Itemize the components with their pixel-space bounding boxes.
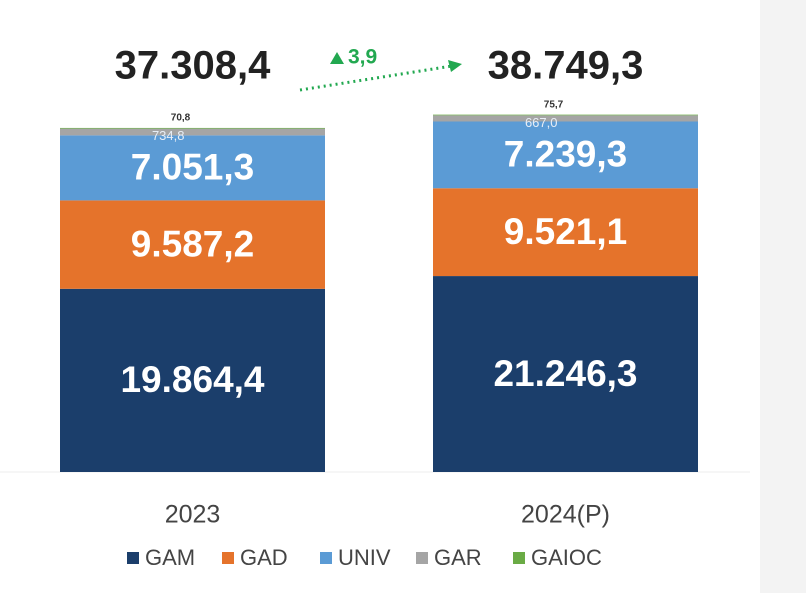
total-label: 38.749,3	[488, 44, 644, 88]
legend-swatch	[416, 552, 428, 564]
growth-arrow-head	[448, 60, 462, 72]
legend-label: GAR	[434, 545, 482, 570]
bar-segment	[60, 128, 325, 136]
value-label: 734,8	[152, 128, 185, 143]
legend-swatch	[127, 552, 139, 564]
bar-segment	[60, 288, 325, 472]
value-label: 75,7	[544, 99, 564, 110]
legend-swatch	[513, 552, 525, 564]
bar-segment	[60, 127, 325, 129]
bar-segment	[433, 121, 698, 189]
bar-segment	[433, 276, 698, 472]
value-label: 9.521,1	[504, 211, 627, 252]
value-label: 21.246,3	[493, 353, 637, 394]
bar-segment	[433, 188, 698, 277]
growth-arrow	[299, 64, 453, 92]
x-tick-label: 2024(P)	[521, 501, 610, 529]
value-label: 70,8	[171, 113, 191, 124]
growth-triangle	[330, 52, 344, 64]
legend-swatch	[222, 552, 234, 564]
side-panel	[760, 0, 806, 593]
value-label: 9.587,2	[131, 223, 254, 264]
bar-segment	[433, 115, 698, 122]
value-label: 7.239,3	[504, 134, 627, 175]
value-label: 7.051,3	[131, 147, 254, 188]
value-label: 19.864,4	[120, 359, 264, 400]
legend-swatch	[320, 552, 332, 564]
value-label: 667,0	[525, 115, 558, 130]
bar-segment	[60, 135, 325, 201]
x-tick-label: 2023	[165, 501, 221, 529]
total-label: 37.308,4	[115, 44, 271, 88]
legend-label: GAIOC	[531, 545, 602, 570]
growth-label: 3,9	[348, 46, 377, 69]
legend-label: GAM	[145, 545, 195, 570]
legend-label: UNIV	[338, 545, 391, 570]
bar-segment	[60, 200, 325, 289]
legend-label: GAD	[240, 545, 288, 570]
bar-segment	[433, 114, 698, 116]
